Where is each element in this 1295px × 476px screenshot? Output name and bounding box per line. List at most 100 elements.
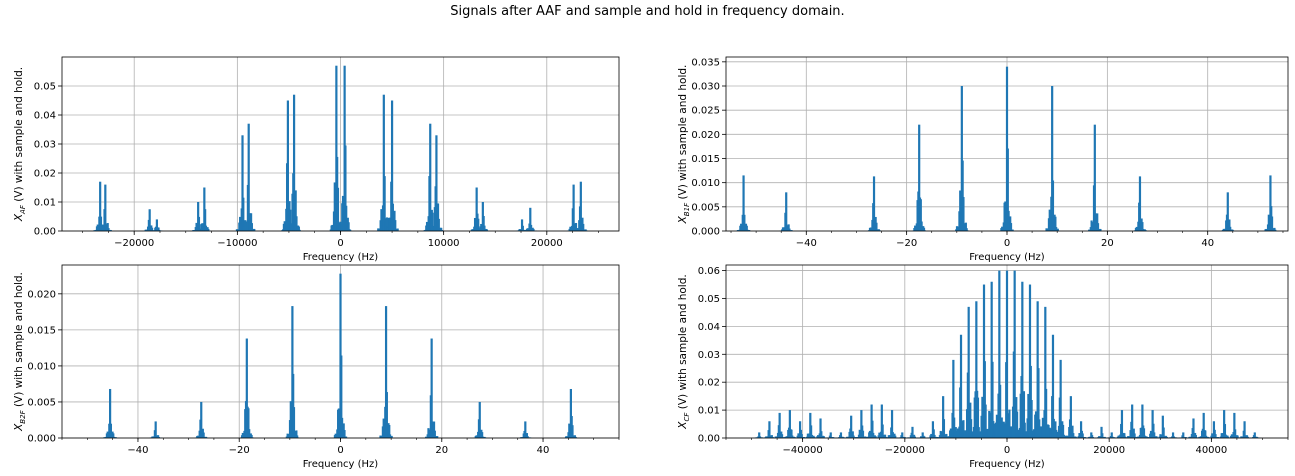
sidelobe-bar — [983, 361, 986, 438]
sidelobe-bar — [521, 225, 524, 231]
sidelobe-bar — [1231, 229, 1234, 231]
y-axis-label: XB2F (V) with sample and hold. — [13, 272, 27, 432]
spectrum-peak — [1186, 418, 1201, 438]
sidelobe-bar — [877, 229, 880, 231]
sidelobe-bar — [842, 437, 845, 438]
peak-bar — [990, 281, 993, 438]
peak-bar — [967, 306, 970, 438]
sidelobe-bar — [292, 373, 295, 438]
sidelobe-bar — [250, 223, 253, 231]
y-tick-label: 0.06 — [698, 266, 720, 277]
spectrum-peak — [194, 401, 208, 438]
sidelobe-bar — [298, 229, 301, 231]
peak-bar — [197, 202, 200, 231]
x-tick-label: −20000 — [885, 445, 925, 456]
sidelobe-bar — [396, 228, 399, 231]
y-tick-label: 0.020 — [691, 130, 720, 141]
sidelobe-bar — [394, 220, 397, 231]
sidelobe-bar — [289, 209, 292, 231]
y-tick-label: 0.000 — [27, 434, 56, 445]
sidelobe-bar — [106, 223, 109, 231]
sidelobe-bar — [158, 229, 161, 231]
spectrum-peak — [1207, 421, 1221, 438]
sidelobe-bar — [1141, 222, 1144, 231]
spectrum-peak — [287, 94, 301, 231]
sidelobe-bar — [477, 218, 480, 231]
sidelobe-bar — [1007, 210, 1010, 231]
peak-bar — [475, 187, 478, 231]
sidelobe-bar — [1184, 437, 1187, 438]
sidelobe-bar — [529, 224, 533, 231]
spectrum-peak — [1094, 426, 1109, 438]
spectrum-peak — [1000, 66, 1014, 232]
sidelobe-bar — [976, 397, 980, 438]
peak-bar — [247, 123, 250, 231]
sidelobe-bar — [347, 222, 350, 231]
sidelobe-bar — [150, 227, 154, 231]
x-tick-label: 0 — [1004, 238, 1010, 249]
sidelobe-bar — [1001, 421, 1004, 438]
sidelobe-bar — [1153, 432, 1156, 438]
peak-bar — [798, 421, 802, 438]
sidelobe-bar — [894, 435, 897, 438]
peak-bar — [335, 65, 338, 231]
spectrum-peak — [867, 176, 881, 231]
sidelobe-bar — [112, 433, 115, 438]
subplot-xb2f: −40 −20 0 20 40 0.000 0.005 0.010 0.015 0.020 Freq… — [13, 264, 620, 470]
spectrum-peak — [240, 338, 254, 438]
sidelobe-bar — [391, 203, 394, 231]
peak-bar — [829, 432, 832, 438]
sidelobe-bar — [1072, 433, 1075, 438]
sidelobe-bar — [1228, 219, 1231, 231]
sidelobe-bar — [923, 436, 926, 438]
sidelobe-bar — [1165, 437, 1168, 438]
x-tick-label: −20000 — [114, 238, 154, 249]
sidelobe-bar — [345, 205, 348, 231]
sidelobe-bar — [875, 222, 878, 231]
sidelobe-bar — [922, 227, 926, 231]
y-tick-label: 0.04 — [34, 111, 56, 122]
sidelobe-bar — [820, 431, 823, 438]
spectrum-peak — [915, 432, 930, 438]
peak-bar — [1021, 281, 1024, 438]
sidelobe-bar — [202, 432, 205, 438]
spectrum-peak — [518, 421, 532, 438]
sidelobe-bar — [1054, 421, 1057, 438]
x-tick-label: −40 — [796, 238, 817, 249]
y-tick-label: 0.04 — [698, 322, 720, 333]
peak-bar — [918, 124, 921, 231]
peak-bar — [901, 432, 904, 438]
sidelobe-bar — [903, 437, 906, 438]
spectrum-peak — [424, 338, 439, 438]
sidelobe-bar — [1009, 223, 1013, 231]
sidelobe-bar — [1054, 216, 1057, 231]
spectrum-peak — [779, 192, 793, 231]
sidelobe-bar — [436, 436, 439, 438]
spectrum-peak — [946, 359, 961, 438]
peak-bar — [1131, 404, 1134, 438]
sidelobe-bar — [1162, 427, 1165, 438]
sidelobe-bar — [1234, 429, 1237, 438]
sidelobe-bar — [437, 218, 440, 231]
x-tick-label: 20000 — [531, 238, 563, 249]
spectrum-peak — [905, 426, 920, 438]
spectrum-peak — [1221, 192, 1235, 231]
spectrum-peak — [1125, 404, 1139, 438]
sidelobe-bar — [532, 228, 535, 231]
sidelobe-bar — [525, 433, 529, 438]
x-axis-label: Frequency (Hz) — [303, 252, 379, 263]
peak-bar — [860, 410, 863, 438]
sidelobe-bar — [1096, 223, 1100, 231]
sidelobe-bar — [1270, 216, 1274, 231]
peak-bar — [1269, 175, 1272, 231]
sidelobe-bar — [1011, 229, 1014, 231]
x-tick-label: 40000 — [1195, 445, 1227, 456]
sidelobe-bar — [249, 213, 253, 231]
spectrum-peak — [1084, 432, 1099, 438]
spectrum-peak — [864, 404, 879, 438]
spectrum-peak — [1176, 432, 1190, 438]
spectrum-bars — [103, 273, 578, 438]
sidelobe-bar — [884, 436, 887, 438]
sidelobe-bar — [945, 433, 948, 438]
sidelobe-bar — [1236, 435, 1239, 438]
